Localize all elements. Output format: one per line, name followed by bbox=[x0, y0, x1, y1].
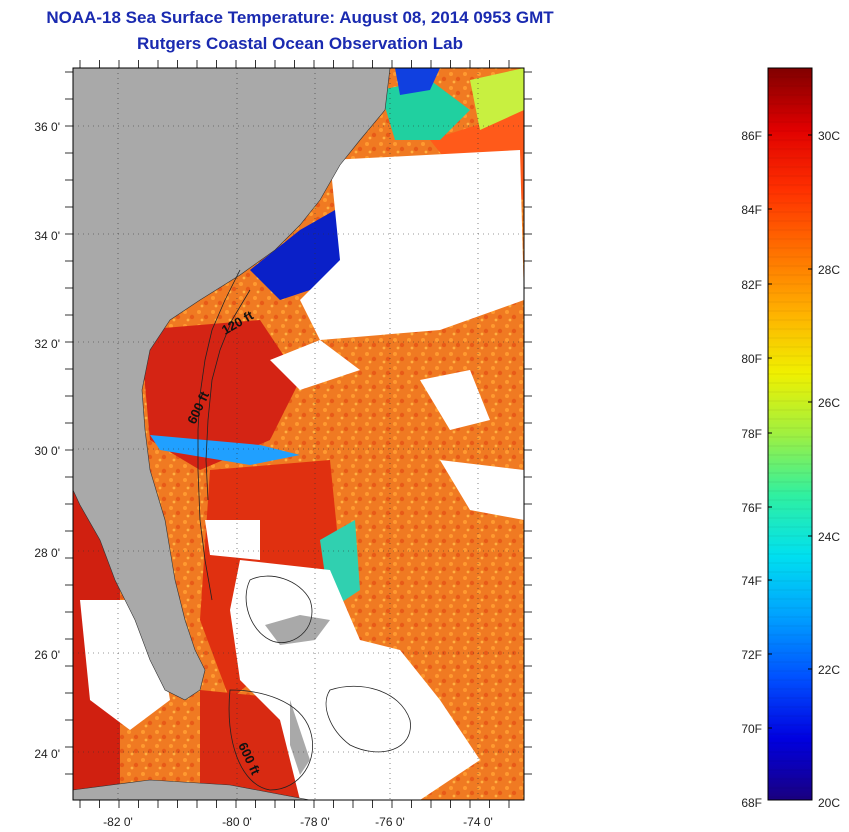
lat-label-24: 24 0' bbox=[34, 747, 60, 761]
colorbar-ticks bbox=[768, 134, 812, 729]
colorbar-scale bbox=[768, 68, 812, 800]
colorbar-label-22c: 22C bbox=[818, 663, 840, 677]
cloud-cover bbox=[440, 460, 524, 520]
sea-surface-cool-region bbox=[380, 80, 470, 140]
colorbar-label-24c: 24C bbox=[818, 530, 840, 544]
longitude-axis-labels: -82 0' -80 0' -78 0' -76 0' -74 0' bbox=[103, 815, 493, 829]
lon-label-78: -78 0' bbox=[300, 815, 330, 829]
lon-label-80: -80 0' bbox=[222, 815, 252, 829]
cloud-cover bbox=[270, 340, 360, 390]
colorbar-label-20c: 20C bbox=[818, 796, 840, 810]
colorbar-frame bbox=[767, 67, 813, 801]
lon-label-82: -82 0' bbox=[103, 815, 133, 829]
map-title: NOAA-18 Sea Surface Temperature: August … bbox=[46, 8, 554, 27]
colorbar: 86F 84F 82F 80F 78F 76F 74F 72F 70F 68F … bbox=[741, 67, 840, 810]
lon-label-74: -74 0' bbox=[463, 815, 493, 829]
colorbar-label-26c: 26C bbox=[818, 396, 840, 410]
sea-surface-mild-region bbox=[470, 68, 524, 130]
colorbar-label-68f: 68F bbox=[741, 796, 762, 810]
map-axis-ticks bbox=[65, 60, 532, 808]
sea-surface-cold-region bbox=[395, 68, 440, 95]
cloud-cover bbox=[205, 520, 260, 560]
colorbar-label-28c: 28C bbox=[818, 263, 840, 277]
colorbar-label-84f: 84F bbox=[741, 203, 762, 217]
depth-contour-line bbox=[205, 289, 251, 501]
lat-label-28: 28 0' bbox=[34, 546, 60, 560]
depth-contour-line bbox=[245, 575, 313, 643]
land-cuba bbox=[73, 779, 311, 800]
graticule-grid bbox=[73, 68, 524, 800]
sea-surface-cool-region bbox=[150, 435, 300, 465]
colorbar-label-82f: 82F bbox=[741, 278, 762, 292]
map-panel: 120 ft 600 ft 600 ft bbox=[73, 68, 524, 800]
lat-label-26: 26 0' bbox=[34, 648, 60, 662]
colorbar-label-80f: 80F bbox=[741, 352, 762, 366]
cloud-cover bbox=[300, 150, 524, 340]
colorbar-label-86f: 86F bbox=[741, 129, 762, 143]
colorbar-label-78f: 78F bbox=[741, 427, 762, 441]
lat-label-34: 34 0' bbox=[34, 229, 60, 243]
map-subtitle: Rutgers Coastal Ocean Observation Lab bbox=[137, 34, 463, 53]
depth-contour-line bbox=[325, 685, 411, 753]
land-mainland-coast bbox=[73, 68, 391, 701]
lat-label-32: 32 0' bbox=[34, 337, 60, 351]
sea-surface-hot-region bbox=[140, 320, 300, 470]
colorbar-label-70f: 70F bbox=[741, 722, 762, 736]
lon-label-76: -76 0' bbox=[375, 815, 405, 829]
colorbar-label-74f: 74F bbox=[741, 574, 762, 588]
land-bahamas-island bbox=[265, 615, 330, 645]
colorbar-bands bbox=[768, 67, 812, 798]
land-bahamas-island bbox=[290, 700, 310, 775]
colorbar-label-72f: 72F bbox=[741, 648, 762, 662]
depth-contour-line bbox=[197, 269, 241, 601]
lat-label-30: 30 0' bbox=[34, 444, 60, 458]
cloud-cover bbox=[420, 370, 490, 430]
colorbar-label-30c: 30C bbox=[818, 129, 840, 143]
colorbar-label-76f: 76F bbox=[741, 501, 762, 515]
latitude-axis-labels: 36 0' 34 0' 32 0' 30 0' 28 0' 26 0' 24 0… bbox=[34, 120, 60, 761]
map-frame bbox=[72, 67, 525, 801]
lat-label-36: 36 0' bbox=[34, 120, 60, 134]
depth-contour-line bbox=[228, 689, 313, 791]
